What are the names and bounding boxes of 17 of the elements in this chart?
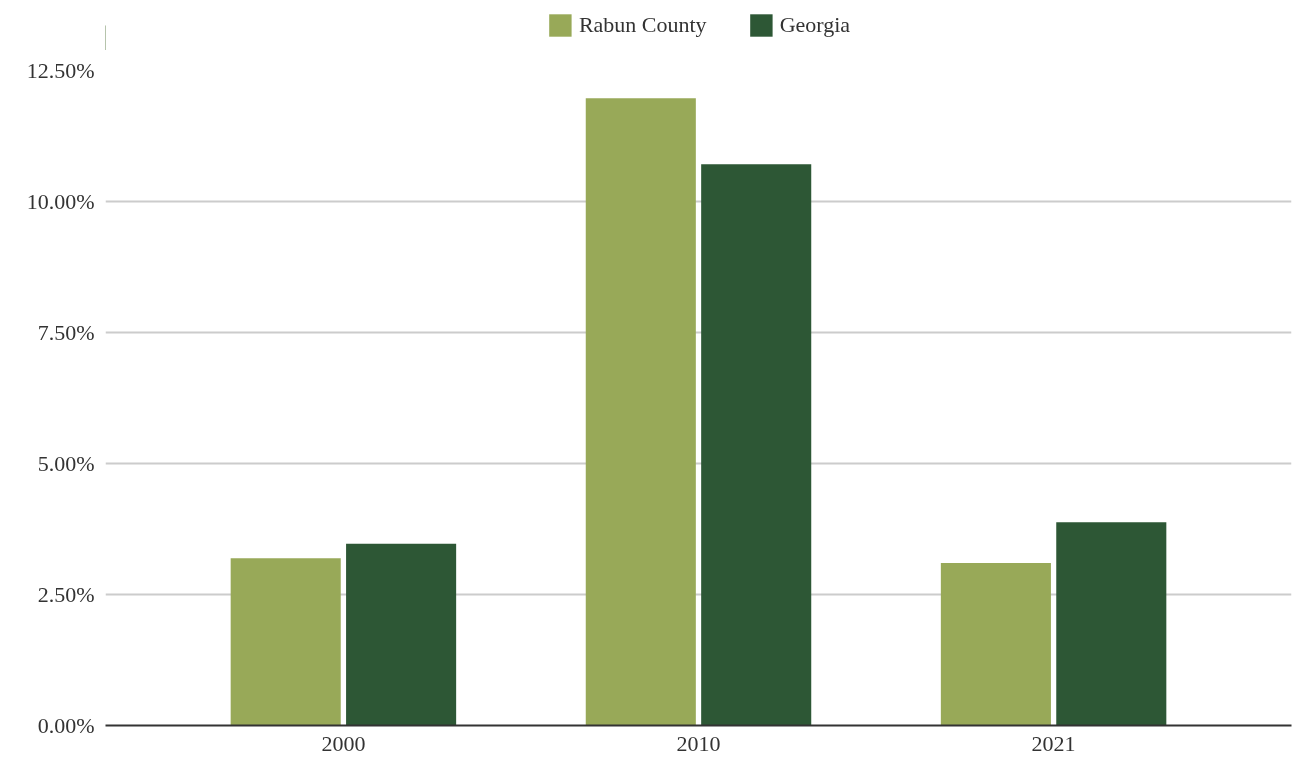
bar	[940, 563, 1051, 726]
y-tick-label: 12.50%	[26, 58, 95, 83]
bar	[346, 543, 457, 726]
bar	[1056, 522, 1167, 726]
y-tick-label: 10.00%	[26, 189, 95, 214]
legend-label: Georgia	[779, 12, 851, 38]
y-tick-label: 2.50%	[37, 582, 95, 607]
x-tick-label: 2000	[321, 730, 366, 756]
x-tick-label: 2021	[1031, 730, 1076, 756]
x-tick-label: 2010	[676, 730, 721, 756]
y-tick-label: 0.00%	[37, 713, 95, 738]
bar	[230, 558, 341, 726]
legend-label: Rabun County	[578, 12, 707, 38]
bar	[701, 164, 812, 726]
y-tick-label: 5.00%	[37, 451, 95, 476]
y-tick-label: 7.50%	[37, 320, 95, 345]
bar	[585, 98, 696, 726]
